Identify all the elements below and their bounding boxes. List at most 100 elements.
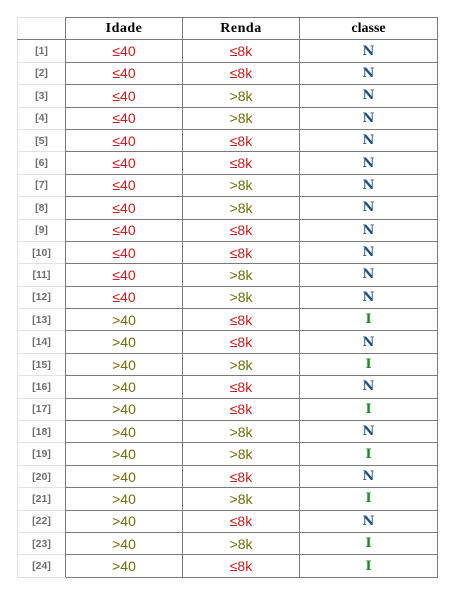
table-row: [22] >40 ≤8k N [17,509,438,533]
idade-cell: >40 [65,375,183,399]
table-row: [7] ≤40 >8k N [17,173,438,198]
row-index: [10] [17,240,66,264]
renda-cell: ≤8k [182,330,300,354]
renda-cell: ≤8k [182,375,300,399]
classe-cell: N [299,61,438,86]
renda-cell: >8k [182,84,300,108]
row-index: [17] [17,397,66,421]
data-table: Idade Renda classe [1] ≤40 ≤8k N [2] ≤40 ≤8k N[… [17,16,438,578]
renda-cell: ≤8k [182,151,300,175]
table-row: [15] >40 >8k I [17,352,438,377]
idade-cell: >40 [65,509,183,533]
classe-cell: N [299,420,438,444]
table-row: [21] >40 >8k I [17,487,438,511]
header-row: Idade Renda classe [17,16,438,41]
renda-cell: ≤8k [182,308,300,332]
idade-cell: ≤40 [65,285,183,310]
idade-cell: >40 [65,420,183,444]
idade-cell: ≤40 [65,84,183,108]
table-row: [17] >40 ≤8k I [17,397,438,422]
idade-cell: >40 [65,531,183,556]
renda-cell: >8k [182,531,300,556]
row-index: [6] [17,151,66,175]
classe-cell: N [299,106,438,130]
renda-cell: >8k [182,173,300,198]
header-renda: Renda [182,16,300,41]
renda-cell: >8k [182,196,300,220]
classe-cell: I [299,352,438,377]
row-index: [19] [17,442,66,466]
table-row: [6] ≤40 ≤8k N [17,151,438,175]
row-index: [16] [17,375,66,399]
table-row: [1] ≤40 ≤8k N [17,39,438,63]
classe-cell: N [299,285,438,310]
idade-cell: ≤40 [65,263,183,287]
classe-cell: I [299,397,438,422]
table-row: [8] ≤40 >8k N [17,196,438,220]
row-index: [3] [17,84,66,108]
row-index: [11] [17,263,66,287]
renda-cell: >8k [182,263,300,287]
idade-cell: >40 [65,397,183,422]
classe-cell: I [299,308,438,332]
renda-cell: >8k [182,285,300,310]
idade-cell: ≤40 [65,39,183,63]
table-row: [20] >40 ≤8k N [17,464,438,489]
table-row: [2] ≤40 ≤8k N [17,61,438,86]
idade-cell: ≤40 [65,106,183,130]
table-body: [1] ≤40 ≤8k N [2] ≤40 ≤8k N [3] ≤40 >8k N [4] ≤40 >8k N… [17,39,438,578]
classe-cell: N [299,84,438,108]
corner-cell [17,16,66,41]
idade-cell: ≤40 [65,240,183,265]
row-index: [14] [17,330,66,354]
renda-cell: ≤8k [182,397,300,422]
table-row: [13] >40 ≤8k I [17,308,438,332]
classe-cell: N [299,151,438,175]
renda-cell: ≤8k [182,464,300,489]
row-index: [12] [17,285,66,309]
table-row: [19] >40 >8k I [17,442,438,466]
idade-cell: >40 [65,330,183,354]
renda-cell: ≤8k [182,39,300,63]
table-row: [23] >40 >8k I [17,531,438,556]
classe-cell: N [299,173,438,198]
row-index: [23] [17,531,66,555]
table-row: [3] ≤40 >8k N [17,84,438,108]
table-row: [16] >40 ≤8k N [17,375,438,399]
header-idade: Idade [65,16,183,41]
renda-cell: ≤8k [182,554,300,578]
classe-cell: N [299,39,438,63]
row-index: [24] [17,554,66,578]
table-row: [10] ≤40 ≤8k N [17,240,438,265]
classe-cell: I [299,442,438,466]
row-index: [5] [17,128,66,152]
table-row: [11] ≤40 >8k N [17,263,438,287]
classe-cell: N [299,218,438,242]
table-row: [24] >40 ≤8k I [17,554,438,578]
table-row: [14] >40 ≤8k N [17,330,438,354]
table-row: [5] ≤40 ≤8k N [17,128,438,153]
renda-cell: ≤8k [182,509,300,533]
idade-cell: ≤40 [65,151,183,175]
renda-cell: ≤8k [182,240,300,265]
row-index: [13] [17,308,66,331]
classe-cell: N [299,263,438,287]
idade-cell: >40 [65,308,183,332]
idade-cell: ≤40 [65,173,183,198]
table-row: [9] ≤40 ≤8k N [17,218,438,242]
renda-cell: >8k [182,106,300,130]
table-row: [18] >40 >8k N [17,420,438,444]
renda-cell: >8k [182,352,300,377]
classe-cell: I [299,531,438,556]
classe-cell: N [299,240,438,265]
renda-cell: ≤8k [182,128,300,153]
table-row: [4] ≤40 >8k N [17,106,438,130]
renda-cell: ≤8k [182,218,300,242]
idade-cell: >40 [65,442,183,466]
row-index: [1] [17,39,66,63]
row-index: [22] [17,509,66,533]
header-classe: classe [299,16,438,41]
row-index: [9] [17,218,66,242]
classe-cell: I [299,487,438,511]
classe-cell: N [299,196,438,220]
